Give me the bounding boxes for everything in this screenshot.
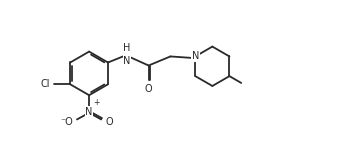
Text: ⁻O: ⁻O: [60, 117, 73, 127]
Text: Cl: Cl: [40, 79, 50, 89]
Text: N: N: [85, 107, 93, 117]
Text: H: H: [123, 43, 130, 53]
Text: N: N: [123, 56, 130, 66]
Text: +: +: [94, 98, 100, 107]
Text: O: O: [106, 117, 113, 127]
Text: N: N: [192, 51, 199, 61]
Text: O: O: [145, 84, 152, 94]
